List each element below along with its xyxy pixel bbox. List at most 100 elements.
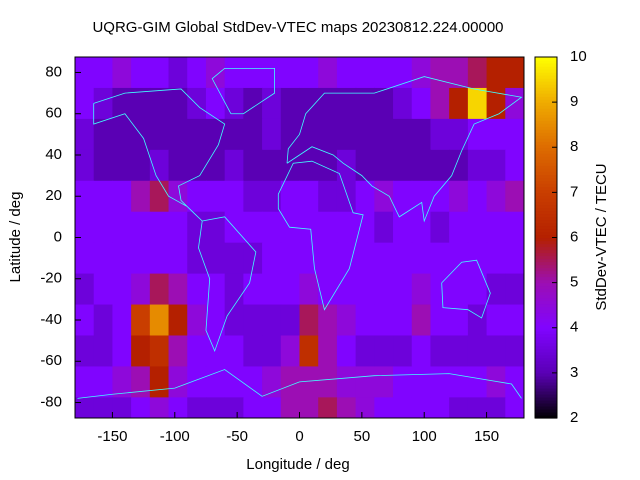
heat-cell (336, 87, 357, 120)
colorbar-segment (535, 261, 557, 266)
heat-cell (75, 335, 95, 367)
colorbar-segment (535, 60, 557, 64)
heat-cell (224, 273, 244, 306)
heat-cell (393, 397, 413, 419)
colorbar-segment (535, 282, 557, 287)
heat-cell (93, 242, 113, 275)
heat-cell (243, 304, 263, 336)
heat-cell (280, 304, 300, 336)
colorbar-segment (535, 147, 557, 151)
heat-cell (149, 118, 170, 151)
colorbar-segment (535, 183, 557, 187)
heat-cell (280, 180, 300, 213)
heat-cell (299, 180, 319, 213)
colorbar-segment (535, 69, 557, 73)
heat-cell (430, 180, 450, 213)
colorbar-segment (535, 150, 557, 154)
heat-cell (280, 242, 300, 275)
heat-cell (168, 366, 188, 398)
heat-cell (374, 180, 394, 213)
x-tick-label: -150 (97, 428, 127, 445)
heat-cell (355, 87, 375, 120)
colorbar-tick-label: 8 (570, 138, 578, 155)
heat-cell (336, 242, 357, 275)
heat-cell (93, 180, 113, 213)
heat-cell (336, 397, 357, 419)
heat-cell (449, 366, 469, 398)
heat-cell (374, 149, 394, 182)
colorbar-segment (535, 204, 557, 209)
colorbar-segment (535, 327, 557, 332)
heat-cell (449, 211, 469, 244)
heat-cell (131, 87, 151, 120)
colorbar-segment (535, 342, 557, 347)
heat-cell (168, 180, 188, 213)
heat-cell (430, 242, 450, 275)
heat-cell (411, 57, 431, 89)
heat-cell (299, 149, 319, 182)
heat-cell (93, 397, 113, 419)
colorbar-segment (535, 72, 557, 76)
colorbar-segment (535, 306, 557, 311)
colorbar-segment (535, 390, 557, 395)
heat-cell (187, 366, 207, 398)
heat-cell (112, 57, 132, 89)
heat-cell (149, 335, 170, 367)
heat-cell (168, 57, 188, 89)
colorbar-segment (535, 114, 557, 118)
heat-cell (467, 304, 488, 336)
heat-cell (486, 118, 506, 151)
heat-cell (112, 149, 132, 182)
colorbar-segment (535, 345, 557, 350)
heat-cell (262, 57, 282, 89)
heat-cell (243, 242, 263, 275)
heat-cell (467, 180, 488, 213)
heat-cell (112, 242, 132, 275)
heat-cell (280, 335, 300, 367)
heat-cell (168, 118, 188, 151)
heat-cell (374, 242, 394, 275)
colorbar-tick-label: 9 (570, 93, 578, 110)
heat-cell (168, 211, 188, 244)
colorbar-segment (535, 270, 557, 275)
heat-cell (318, 242, 338, 275)
x-tick-label: -50 (226, 428, 248, 445)
heat-cell (318, 87, 338, 120)
coastline (77, 369, 522, 399)
heat-cell (149, 242, 170, 275)
heat-cell (355, 304, 375, 336)
heat-cell (467, 211, 488, 244)
heat-cell (486, 273, 506, 306)
colorbar-segment (535, 96, 557, 100)
colorbar-segment (535, 348, 557, 353)
heat-cell (449, 118, 469, 151)
colorbar-segment (535, 198, 557, 202)
colorbar-segment (535, 123, 557, 127)
heat-cell (336, 57, 357, 89)
heat-cell (449, 335, 469, 367)
heat-cell (75, 273, 95, 306)
colorbar-segment (535, 162, 557, 166)
heat-cell (411, 211, 431, 244)
heat-cell (449, 242, 469, 275)
heat-cell (505, 273, 525, 306)
heat-cell (205, 57, 226, 89)
colorbar-segment (535, 399, 557, 404)
heat-cell (168, 335, 188, 367)
y-axis-label: Latitude / deg (7, 192, 24, 283)
colorbar-segment (535, 294, 557, 299)
colorbar-segment (535, 228, 557, 233)
heat-cell (112, 118, 132, 151)
heat-cell (318, 273, 338, 306)
colorbar-segment (535, 117, 557, 121)
heat-cell (75, 87, 95, 120)
heat-cell (355, 118, 375, 151)
heat-cell (486, 57, 506, 89)
heat-cell (187, 304, 207, 336)
heat-cell (374, 273, 394, 306)
heat-cell (243, 335, 263, 367)
heat-cell (355, 211, 375, 244)
heat-cell (131, 211, 151, 244)
heat-cell (355, 180, 375, 213)
heat-cell (168, 87, 188, 120)
